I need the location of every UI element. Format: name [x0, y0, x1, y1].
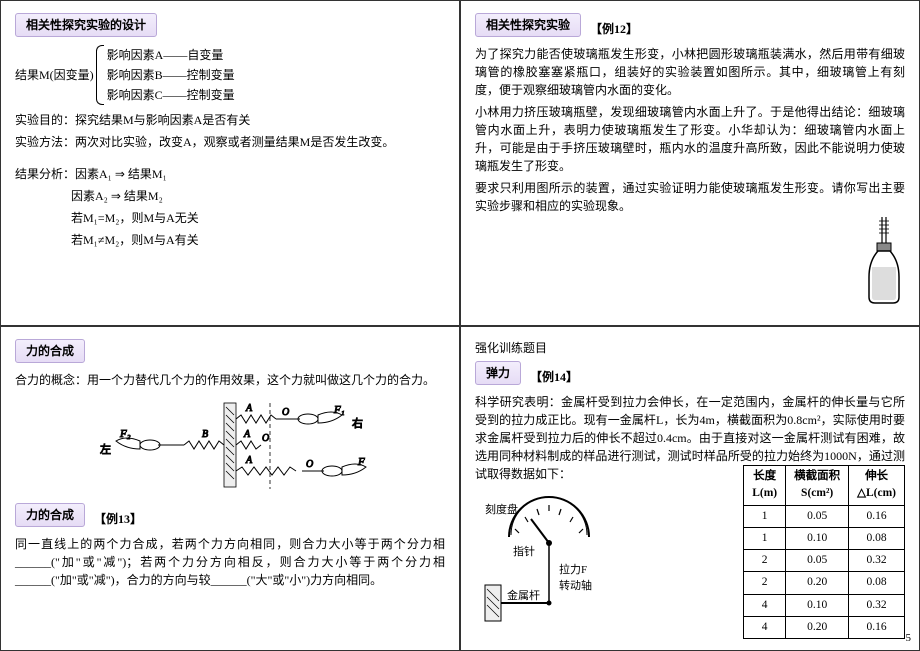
section-tag: 弹力 [475, 361, 521, 385]
analysis-2: 因素A₂ ⇒ 结果M₂ [15, 187, 445, 205]
data-table: 长度 L(m) 横截面积 S(cm²) 伸长 △L(cm) 10.050.161… [743, 465, 905, 639]
section-tag: 力的合成 [15, 339, 85, 363]
conclusion-1: 若M₁=M₂，则M与A无关 [15, 209, 445, 227]
svg-text:O: O [306, 459, 313, 470]
rule-text: 同一直线上的两个力合成，若两个力方向相同，则合力大小等于两个分力相______(… [15, 535, 445, 589]
col-length: 长度 L(m) [744, 466, 786, 506]
svg-text:F: F [357, 456, 365, 468]
paragraph-1: 为了探究力能否使玻璃瓶发生形变，小林把圆形玻璃瓶装满水，然后用带有细玻璃管的橡胶… [475, 45, 905, 99]
method-text: 两次对比实验，改变A，观察或者测量结果M是否发生改变。 [75, 135, 394, 149]
svg-text:A: A [245, 403, 253, 414]
col-area: 横截面积 S(cm²) [786, 466, 849, 506]
svg-text:B: B [202, 429, 208, 440]
paragraph-3: 要求只利用图所示的装置，通过实验证明力能使玻璃瓶发生形变。请你写出主要实验步骤和… [475, 179, 905, 215]
col-delta: 伸长 △L(cm) [849, 466, 905, 506]
gauge-force-label: 拉力F [559, 562, 587, 576]
cell-top-right: 相关性探究实验 【例12】 为了探究力能否使玻璃瓶发生形变，小林把圆形玻璃瓶装满… [460, 0, 920, 326]
cell-bottom-right: 强化训练题目 弹力 【例14】 科学研究表明：金属杆受到拉力会伸长，在一定范围内… [460, 326, 920, 651]
force-diagram: A O F₁ 右 B A O F₂ 左 A [80, 397, 380, 493]
example-label: 【例14】 [530, 368, 578, 386]
svg-text:A: A [243, 429, 251, 440]
svg-text:F₂: F₂ [119, 428, 131, 440]
table-row: 20.200.08 [744, 572, 905, 594]
svg-text:O: O [262, 433, 269, 444]
table-row: 20.050.32 [744, 550, 905, 572]
cell-bottom-left: 力的合成 合力的概念：用一个力替代几个力的作用效果，这个力就叫做这几个力的合力。… [0, 326, 460, 651]
factor-a: 影响因素A——自变量 [107, 45, 235, 65]
gauge-icon: 刻度盘 指针 拉力F 转动轴 金属杆 [481, 495, 631, 625]
purpose-text: 探究结果M与影响因素A是否有关 [75, 113, 250, 127]
result-label: 结果M(因变量) [15, 66, 94, 84]
svg-text:O: O [282, 407, 289, 418]
table-row: 40.200.16 [744, 616, 905, 638]
analysis-1: 因素A₁ ⇒ 结果M₁ [75, 167, 167, 181]
gauge-dial-label: 刻度盘 [485, 502, 518, 516]
gauge-axis-label: 转动轴 [559, 578, 592, 592]
example-label: 【例13】 [94, 510, 142, 528]
table-row: 10.100.08 [744, 527, 905, 549]
paragraph-2: 小林用力挤压玻璃瓶壁，发现细玻璃管内水面上升了。于是他得出结论：细玻璃管内水面上… [475, 103, 905, 175]
header-text: 强化训练题目 [475, 339, 905, 357]
concept-text: 合力的概念：用一个力替代几个力的作用效果，这个力就叫做这几个力的合力。 [15, 371, 445, 389]
gauge-bar-label: 金属杆 [507, 588, 540, 602]
svg-text:左: 左 [100, 443, 111, 456]
factor-b: 影响因素B——控制变量 [107, 65, 235, 85]
conclusion-2: 若M₁≠M₂，则M与A有关 [15, 231, 445, 249]
cell-top-left: 相关性探究实验的设计 结果M(因变量) 影响因素A——自变量 影响因素B——控制… [0, 0, 460, 326]
svg-text:右: 右 [352, 416, 363, 430]
section-tag-2: 力的合成 [15, 503, 85, 527]
table-row: 40.100.32 [744, 594, 905, 616]
svg-text:F₁: F₁ [333, 404, 345, 416]
svg-text:A: A [245, 455, 253, 466]
example-label: 【例12】 [590, 20, 638, 38]
section-tag: 相关性探究实验的设计 [15, 13, 157, 37]
gauge-needle-label: 指针 [513, 544, 535, 558]
purpose-label: 实验目的： [15, 113, 75, 127]
page-number: 5 [906, 630, 912, 647]
section-tag: 相关性探究实验 [475, 13, 581, 37]
analysis-label: 结果分析： [15, 167, 75, 181]
method-label: 实验方法： [15, 135, 75, 149]
bottle-icon [863, 215, 905, 307]
factor-c: 影响因素C——控制变量 [107, 85, 235, 105]
table-row: 10.050.16 [744, 505, 905, 527]
